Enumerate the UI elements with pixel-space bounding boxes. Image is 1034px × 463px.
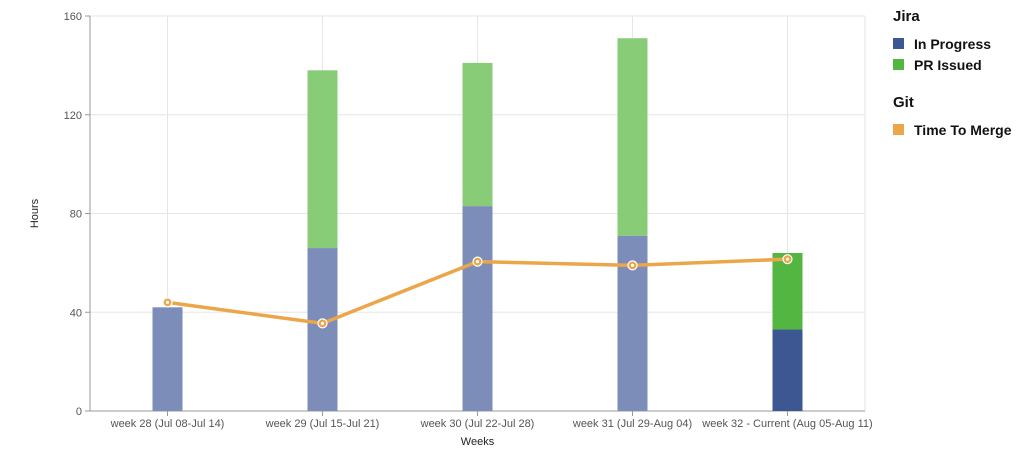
legend-label: In Progress [914, 35, 992, 52]
bar-pr-issued [307, 70, 338, 249]
bar-pr-issued [772, 253, 803, 330]
legend-group-git: Git Time To Merge [893, 94, 1033, 140]
x-tick-label: week 32 - Current (Aug 05-Aug 11) [701, 418, 872, 430]
y-tick-label: 120 [64, 110, 82, 122]
chart-tick-labels: 0 40 80 120 160 week 28 (Jul 08-Jul 14) week 2… [64, 11, 873, 430]
line-point-center [475, 260, 480, 264]
bar-in-progress [772, 329, 803, 411]
legend-item-time-to-merge[interactable]: Time To Merge [893, 119, 1033, 140]
x-tick-label: week 29 (Jul 15-Jul 21) [265, 418, 380, 430]
line-point-center [630, 263, 635, 267]
chart-line [162, 254, 793, 329]
y-tick-label: 0 [76, 406, 82, 418]
y-axis-title: Hours [29, 198, 41, 228]
legend: Jira In Progress PR Issued Git Time To M… [893, 8, 1033, 159]
x-tick-label: week 28 (Jul 08-Jul 14) [110, 418, 225, 430]
legend-swatch-in-progress [893, 38, 904, 49]
line-point-center [785, 257, 790, 261]
bar-in-progress [462, 206, 493, 411]
bar-in-progress [307, 248, 338, 411]
bar-pr-issued [462, 62, 493, 207]
legend-group-title: Git [893, 94, 914, 111]
bar-pr-issued [617, 38, 648, 236]
y-tick-label: 160 [64, 11, 82, 23]
legend-swatch-time-to-merge [893, 124, 904, 135]
x-tick-label: week 31 (Jul 29-Aug 04) [572, 418, 692, 430]
bar-in-progress [152, 307, 183, 411]
legend-swatch-pr-issued [893, 59, 904, 70]
line-point-center [320, 321, 325, 325]
x-axis-title: Weeks [461, 436, 495, 448]
x-tick-label: week 30 (Jul 22-Jul 28) [420, 418, 535, 430]
legend-label: Time To Merge [914, 121, 1012, 138]
y-tick-label: 40 [70, 307, 82, 319]
chart-bars [152, 38, 803, 411]
legend-group-jira: Jira In Progress PR Issued [893, 8, 1033, 75]
legend-label: PR Issued [914, 56, 982, 73]
line-point-center [165, 300, 170, 304]
legend-item-pr-issued[interactable]: PR Issued [893, 54, 1033, 75]
legend-group-title: Jira [893, 8, 920, 25]
legend-item-in-progress[interactable]: In Progress [893, 33, 1033, 54]
y-tick-label: 80 [70, 209, 82, 221]
